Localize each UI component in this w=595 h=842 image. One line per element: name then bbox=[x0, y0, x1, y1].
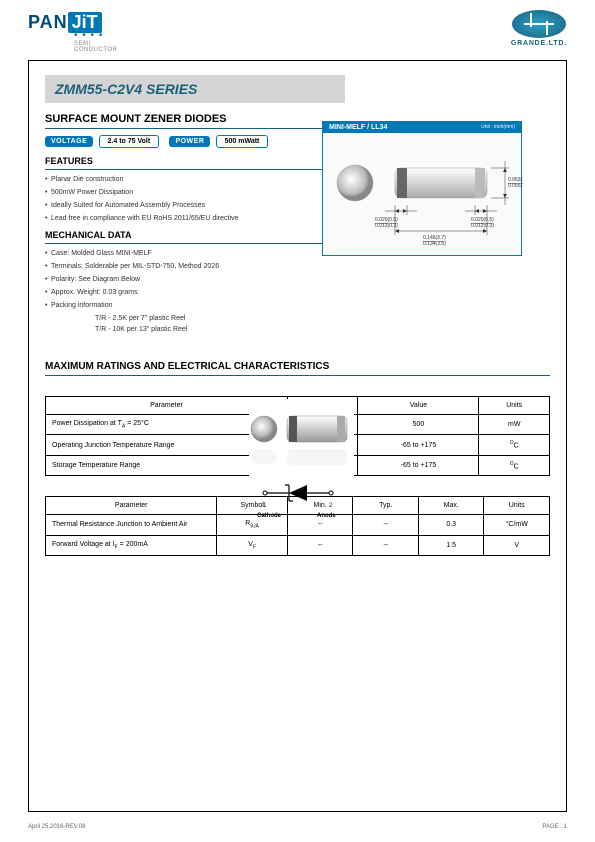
voltage-label: VOLTAGE bbox=[45, 136, 93, 147]
logo-semi-text: SEMICONDUCTOR bbox=[74, 41, 117, 53]
voltage-value: 2.4 to 75 Volt bbox=[99, 135, 160, 148]
footer-rev: April 25,2016-REV.08 bbox=[28, 824, 85, 830]
t2-h: Typ. bbox=[353, 497, 419, 515]
logo-grande: GRANDE.LTD. bbox=[511, 10, 567, 47]
dim-h-bot: 0.055(1.4) bbox=[508, 183, 523, 189]
t2-cell: Forward Voltage at IF = 200mA bbox=[46, 535, 217, 555]
t1-cell: OC bbox=[479, 455, 550, 475]
footer-page: PAGE . 1 bbox=[542, 824, 567, 830]
dim-d2-mm: 0.012(0.3) bbox=[471, 223, 494, 229]
cathode-label: Cathode bbox=[257, 513, 282, 519]
series-title: ZMM55-C2V4 SERIES bbox=[55, 81, 197, 97]
t2-cell: 0.3 bbox=[418, 515, 484, 535]
ratings-title: MAXIMUM RATINGS AND ELECTRICAL CHARACTER… bbox=[45, 361, 550, 376]
t2-cell: VF bbox=[217, 535, 288, 555]
t1-cell: -65 to +175 bbox=[358, 455, 479, 475]
diagram-title: MINI-MELF / LL34 bbox=[329, 124, 387, 131]
title-bar: ZMM55-C2V4 SERIES bbox=[45, 75, 345, 103]
mechanical-list: Case: Molded Glass MINI-MELF Terminals: … bbox=[45, 250, 550, 309]
t1-cell: -65 to +175 bbox=[358, 435, 479, 455]
t1-cell: mW bbox=[479, 415, 550, 435]
logo-pan-text: PAN bbox=[28, 12, 68, 32]
packing-1: T/R - 2.5K per 7" plastic Reel bbox=[95, 315, 550, 322]
grande-text: GRANDE.LTD. bbox=[511, 40, 567, 47]
component-render bbox=[249, 399, 354, 481]
t2-cell: -- bbox=[353, 535, 419, 555]
pin1-num: 1 bbox=[263, 503, 267, 509]
mech-item: Approx. Weight: 0.03 grams bbox=[45, 289, 550, 296]
t2-h: Parameter bbox=[46, 497, 217, 515]
power-value: 500 mWatt bbox=[216, 135, 269, 148]
t2-h: Units bbox=[484, 497, 550, 515]
power-label: POWER bbox=[169, 136, 210, 147]
features-header: FEATURES bbox=[45, 156, 345, 170]
dim-len-bot: 0.134(3.5) bbox=[423, 241, 446, 247]
t2-cell: Thermal Resistance Junction to Ambient A… bbox=[46, 515, 217, 535]
dim-d1-mm: 0.012(0.3) bbox=[375, 223, 398, 229]
t2-cell: V bbox=[484, 535, 550, 555]
logo-jit-text: JiT bbox=[68, 12, 102, 33]
mech-item: Terminals: Solderable per MIL-STD-750, M… bbox=[45, 263, 550, 270]
diagram-unit: Unit : inch(mm) bbox=[481, 124, 515, 131]
mech-item: Packing information bbox=[45, 302, 550, 309]
t1-h: Value bbox=[358, 397, 479, 415]
t1-cell: 500 bbox=[358, 415, 479, 435]
packing-2: T/R - 10K per 13" plastic Reel bbox=[95, 326, 550, 333]
diode-symbol: 1 2 Cathode Anode bbox=[257, 481, 347, 523]
mech-item: Polarity: See Diagram Below bbox=[45, 276, 550, 283]
t2-h: Max. bbox=[418, 497, 484, 515]
t2-cell: °C/mW bbox=[484, 515, 550, 535]
page-footer: April 25,2016-REV.08 PAGE . 1 bbox=[28, 824, 567, 830]
anode-label: Anode bbox=[317, 513, 336, 519]
package-diagram: MINI-MELF / LL34 Unit : inch(mm) bbox=[322, 121, 522, 256]
pin2-num: 2 bbox=[329, 503, 333, 509]
t2-cell: 1.5 bbox=[418, 535, 484, 555]
mechanical-header: MECHANICAL DATA bbox=[45, 230, 345, 244]
t1-cell: OC bbox=[479, 435, 550, 455]
subtitle: SURFACE MOUNT ZENER DIODES bbox=[45, 113, 345, 129]
t1-h: Units bbox=[479, 397, 550, 415]
grande-oval-icon bbox=[512, 10, 566, 38]
logo-panjit: PANJiT • • • • SEMICONDUCTOR bbox=[28, 12, 117, 53]
component-svg bbox=[249, 399, 354, 481]
t2-cell: -- bbox=[287, 535, 353, 555]
t2-cell: -- bbox=[353, 515, 419, 535]
page-frame: ZMM55-C2V4 SERIES SURFACE MOUNT ZENER DI… bbox=[28, 60, 567, 812]
